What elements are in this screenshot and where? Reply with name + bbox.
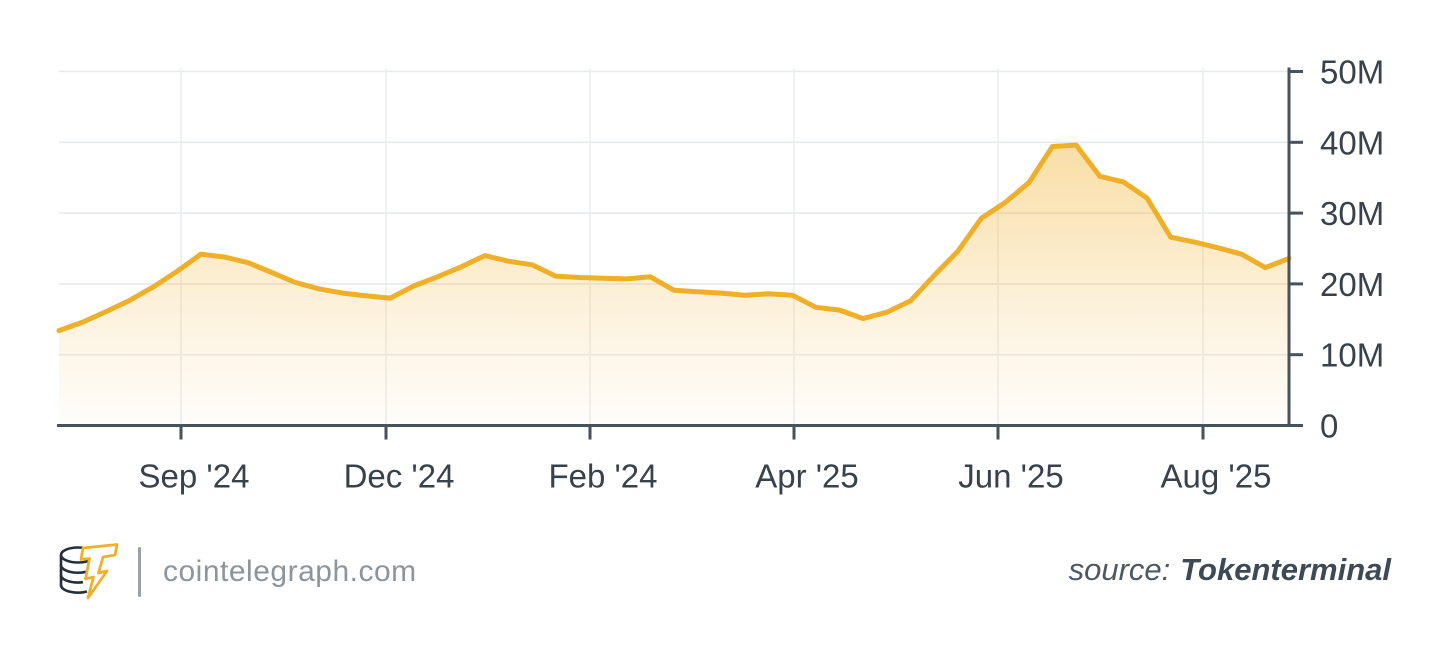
x-tick-label: Jun '25 [958,458,1063,495]
trend-line [56,142,1292,334]
y-tick-label: 10M [1320,337,1384,374]
x-tick-label: Feb '24 [548,458,657,495]
y-tick-label: 50M [1320,54,1384,91]
source-label: source: [1068,552,1171,587]
lightning-t-icon [79,543,119,600]
divider [138,547,141,597]
brand-text: cointelegraph.com [163,555,417,588]
cointelegraph-logo-icon [59,543,119,600]
y-tick-label: 0 [1320,408,1338,445]
footer: cointelegraph.com source: Tokenterminal [0,536,1450,616]
y-tick-label: 30M [1320,195,1384,232]
source-name: Tokenterminal [1180,552,1391,587]
x-tick-label: Sep '24 [139,458,250,495]
source-attribution: source: Tokenterminal [1069,552,1391,588]
area-chart: Sep '24 Dec '24 Feb '24 Apr '25 Jun '25 Aug '… [56,54,1384,495]
brand-block: cointelegraph.com [56,540,417,604]
area-fill [59,145,1289,426]
x-tick-label: Apr '25 [755,458,859,495]
x-tick-label: Aug '25 [1161,458,1272,495]
y-tick-label: 40M [1320,124,1384,161]
x-tick-label: Dec '24 [344,458,455,495]
y-tick-label: 20M [1320,266,1384,303]
